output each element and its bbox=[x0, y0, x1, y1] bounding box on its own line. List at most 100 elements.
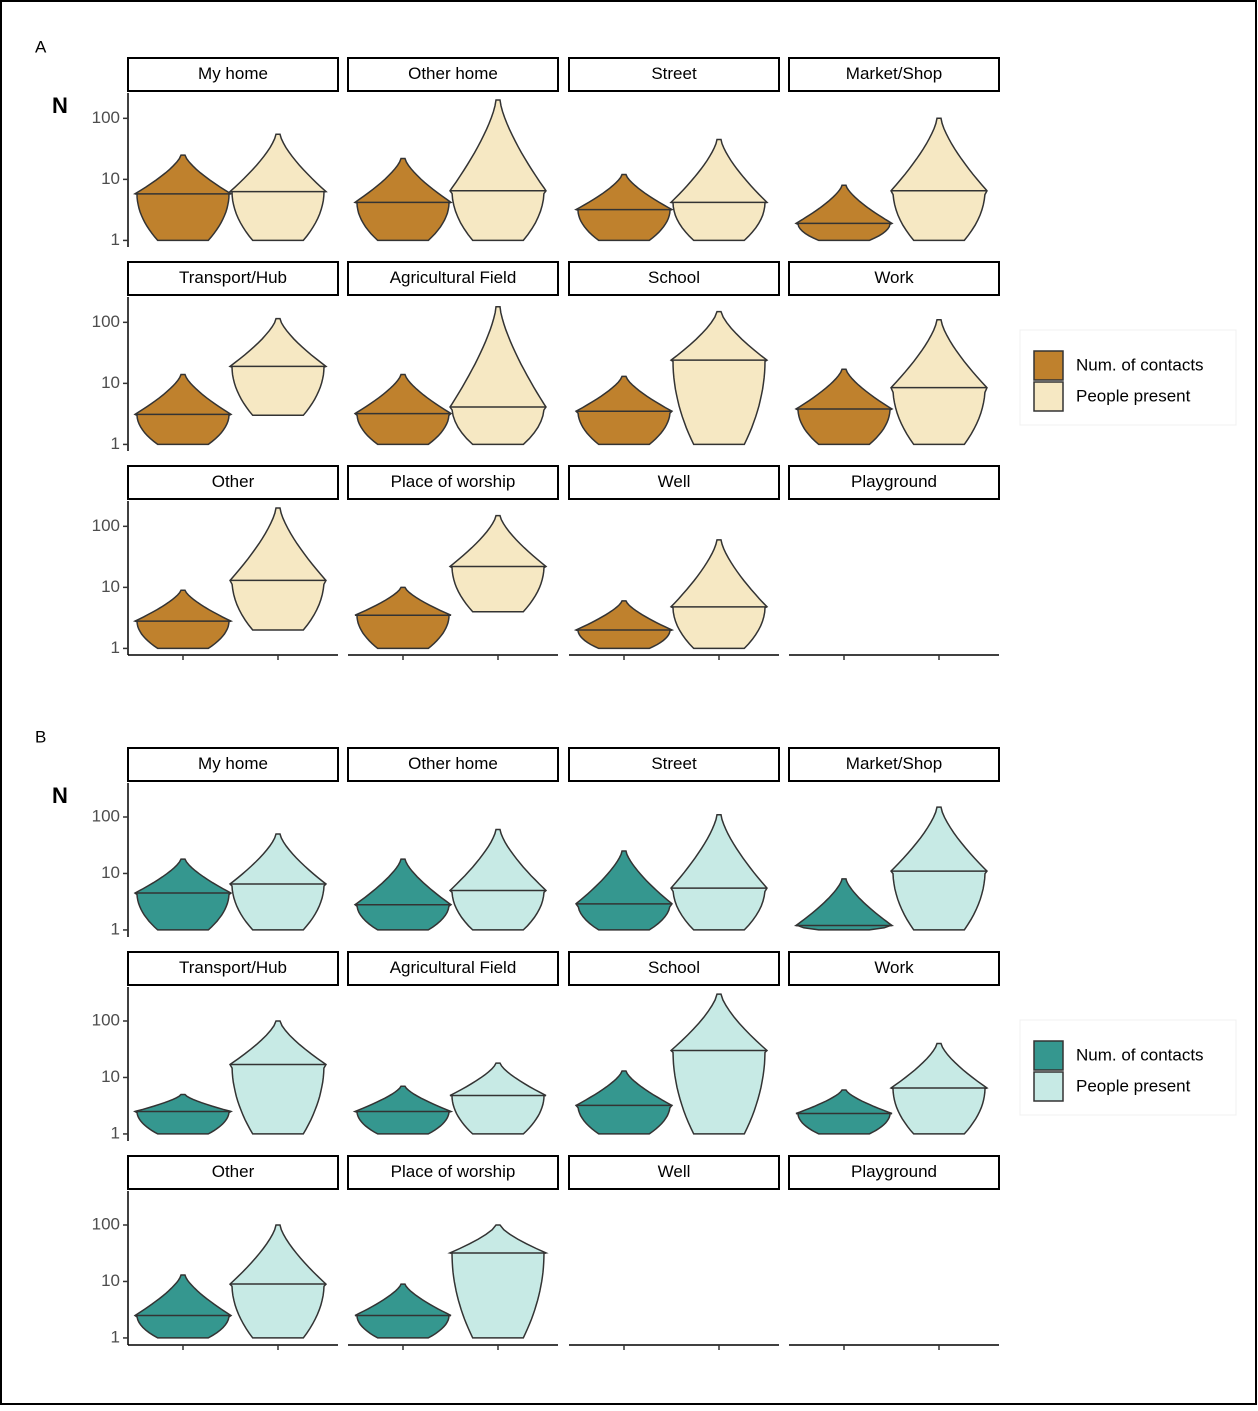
strip bbox=[568, 57, 780, 92]
strip-label: Work bbox=[874, 958, 914, 977]
y-axis-title: N bbox=[52, 783, 68, 808]
strip bbox=[127, 261, 339, 296]
strip-label: Market/Shop bbox=[846, 754, 942, 773]
strip-label: Street bbox=[651, 64, 697, 83]
violin bbox=[449, 99, 547, 242]
strip-label: Agricultural Field bbox=[390, 958, 517, 977]
strip bbox=[127, 1155, 339, 1190]
y-tick-label: 1 bbox=[111, 1327, 120, 1346]
violin bbox=[669, 539, 769, 650]
violin bbox=[448, 514, 548, 613]
violin bbox=[669, 138, 769, 242]
violin bbox=[795, 1089, 893, 1135]
violin bbox=[670, 813, 768, 931]
y-tick-label: 1 bbox=[111, 1123, 120, 1142]
legend-key bbox=[1033, 350, 1064, 381]
legend-key bbox=[1033, 1071, 1064, 1102]
strip-label: Agricultural Field bbox=[390, 268, 517, 287]
strip bbox=[127, 747, 339, 782]
y-tick-label: 10 bbox=[101, 577, 120, 596]
panel-label: B bbox=[35, 727, 46, 746]
strip bbox=[568, 261, 780, 296]
y-axis-title: N bbox=[52, 93, 68, 118]
y-tick-label: 100 bbox=[92, 312, 120, 331]
y-tick-label: 10 bbox=[101, 373, 120, 392]
strip bbox=[568, 747, 780, 782]
strip-label: School bbox=[648, 268, 700, 287]
strip-label: Transport/Hub bbox=[179, 268, 287, 287]
y-tick-label: 100 bbox=[92, 516, 120, 535]
strip-label: Place of worship bbox=[391, 1162, 516, 1181]
violin bbox=[352, 1085, 454, 1135]
y-tick-label: 1 bbox=[111, 638, 120, 657]
strip bbox=[347, 951, 559, 986]
strip bbox=[568, 465, 780, 500]
violin bbox=[132, 589, 234, 650]
violin bbox=[669, 310, 769, 446]
violin bbox=[448, 828, 548, 931]
violin bbox=[669, 993, 769, 1135]
strip-label: My home bbox=[198, 64, 268, 83]
violin bbox=[793, 878, 895, 931]
violin bbox=[229, 507, 327, 631]
strip-label: School bbox=[648, 958, 700, 977]
violin bbox=[229, 1020, 327, 1135]
strip-label: Other home bbox=[408, 64, 498, 83]
strip bbox=[788, 57, 1000, 92]
strip bbox=[788, 951, 1000, 986]
violin bbox=[574, 173, 674, 242]
y-tick-label: 100 bbox=[92, 1010, 120, 1029]
y-tick-label: 1 bbox=[111, 434, 120, 453]
strip bbox=[127, 465, 339, 500]
legend-label: Num. of contacts bbox=[1076, 1045, 1204, 1064]
y-tick-label: 1 bbox=[111, 230, 120, 249]
violin bbox=[133, 1093, 233, 1135]
strip-label: Well bbox=[658, 1162, 691, 1181]
violin bbox=[228, 133, 328, 242]
legend-label: Num. of contacts bbox=[1076, 355, 1204, 374]
strip-label: Work bbox=[874, 268, 914, 287]
legend-label: People present bbox=[1076, 1076, 1191, 1095]
strip bbox=[788, 747, 1000, 782]
strip-label: My home bbox=[198, 754, 268, 773]
strip bbox=[568, 1155, 780, 1190]
violin bbox=[354, 586, 452, 650]
legend-key bbox=[1033, 381, 1064, 412]
violin bbox=[228, 1224, 328, 1339]
y-tick-label: 100 bbox=[92, 1214, 120, 1233]
strip bbox=[347, 57, 559, 92]
violin bbox=[133, 373, 233, 446]
strip-label: Place of worship bbox=[391, 472, 516, 491]
violin bbox=[228, 833, 328, 931]
y-tick-label: 100 bbox=[92, 108, 120, 127]
violin bbox=[574, 375, 674, 446]
violin bbox=[353, 373, 453, 446]
strip bbox=[347, 261, 559, 296]
strip-label: Market/Shop bbox=[846, 64, 942, 83]
y-tick-label: 10 bbox=[101, 169, 120, 188]
strip bbox=[568, 951, 780, 986]
panel-label: A bbox=[35, 37, 47, 56]
strip bbox=[347, 465, 559, 500]
y-tick-label: 10 bbox=[101, 1067, 120, 1086]
strip-label: Other bbox=[212, 472, 255, 491]
strip bbox=[788, 261, 1000, 296]
violin bbox=[353, 157, 453, 242]
strip-label: Other bbox=[212, 1162, 255, 1181]
legend-key bbox=[1033, 1040, 1064, 1071]
strip-label: Other home bbox=[408, 754, 498, 773]
legend-label: People present bbox=[1076, 386, 1191, 405]
violin bbox=[890, 117, 988, 242]
violin bbox=[574, 1070, 674, 1135]
violin bbox=[133, 858, 233, 931]
violin bbox=[354, 1283, 452, 1339]
strip bbox=[127, 951, 339, 986]
violin bbox=[889, 806, 989, 931]
y-tick-label: 1 bbox=[111, 919, 120, 938]
strip-label: Street bbox=[651, 754, 697, 773]
y-tick-label: 100 bbox=[92, 806, 120, 825]
strip-label: Playground bbox=[851, 472, 937, 491]
strip bbox=[347, 747, 559, 782]
violin bbox=[449, 1062, 547, 1135]
